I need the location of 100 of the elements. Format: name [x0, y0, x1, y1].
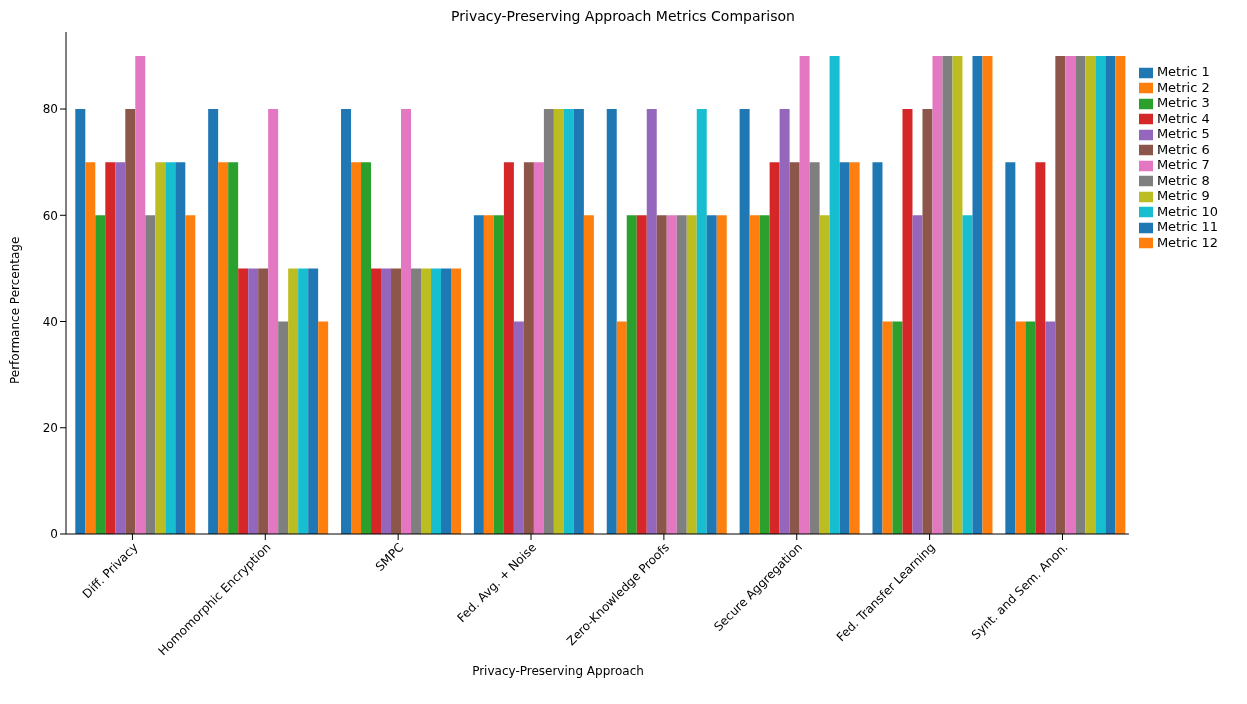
bar: [175, 162, 186, 534]
legend-label: Metric 3: [1156, 95, 1210, 110]
bar: [932, 55, 943, 534]
bar: [1095, 55, 1106, 534]
bar: [656, 215, 667, 534]
bar: [371, 268, 382, 534]
legend-label: Metric 10: [1156, 203, 1218, 219]
bar: [779, 109, 790, 534]
bar: [351, 162, 362, 534]
bar: [952, 55, 963, 534]
y-tick-label: 80: [42, 102, 58, 117]
bar: [95, 215, 106, 534]
legend-label: Metric 1: [1156, 64, 1210, 79]
bar: [1005, 162, 1016, 534]
bar: [912, 215, 923, 534]
bar: [523, 162, 534, 534]
bar: [1115, 55, 1126, 534]
legend-label: Metric 8: [1156, 172, 1210, 188]
bar: [1045, 321, 1056, 534]
bar: [115, 162, 126, 534]
bar: [503, 162, 514, 534]
bar: [1105, 55, 1116, 534]
bar: [105, 162, 116, 534]
bar: [676, 215, 687, 534]
bar: [809, 162, 820, 534]
bar: [1025, 321, 1036, 534]
y-axis-title: Performance Percentage: [8, 236, 22, 384]
bar: [543, 109, 554, 534]
bar: [533, 162, 544, 534]
bar: [421, 268, 432, 534]
bar: [85, 162, 96, 534]
bar: [145, 215, 156, 534]
bar: [636, 215, 647, 534]
bar: [583, 215, 594, 534]
legend-label: Metric 11: [1156, 219, 1218, 234]
bar: [298, 268, 309, 534]
y-tick-label: 0: [50, 527, 58, 542]
legend-label: Metric 12: [1156, 234, 1218, 250]
bar: [1055, 55, 1066, 534]
bar: [473, 215, 484, 534]
bar: [626, 215, 637, 534]
bar: [258, 268, 269, 534]
bar: [361, 162, 372, 534]
bar: [268, 109, 279, 534]
legend-label: Metric 6: [1156, 141, 1210, 157]
bar: [892, 321, 903, 534]
bar: [789, 162, 800, 534]
bar: [716, 215, 727, 534]
bar: [819, 215, 830, 534]
bar: [922, 109, 933, 534]
bar: [563, 109, 574, 534]
bar: [288, 268, 299, 534]
bar: [962, 215, 973, 534]
bar: [942, 55, 953, 534]
bar: [849, 162, 860, 534]
bar: [483, 215, 494, 534]
bar: [391, 268, 402, 534]
bar: [341, 109, 352, 534]
bar: [616, 321, 627, 534]
bar: [573, 109, 584, 534]
bar: [902, 109, 913, 534]
bar: [799, 55, 810, 534]
legend-label: Metric 5: [1156, 126, 1210, 141]
bar: [769, 162, 780, 534]
bar: [135, 55, 146, 534]
bar: [982, 55, 993, 534]
bar: [238, 268, 249, 534]
bar: [75, 109, 86, 534]
bar: [686, 215, 697, 534]
legend-label: Metric 2: [1156, 79, 1210, 95]
bar: [1085, 55, 1096, 534]
bar: [706, 215, 717, 534]
bar: [646, 109, 657, 534]
bar: [208, 109, 219, 534]
bar: [228, 162, 239, 534]
y-tick-label: 60: [42, 208, 58, 223]
bar: [696, 109, 707, 534]
legend-label: Metric 7: [1156, 157, 1210, 172]
bar: [872, 162, 883, 534]
bar: [431, 268, 442, 534]
bar: [1035, 162, 1046, 534]
bar: [759, 215, 770, 534]
bar: [248, 268, 259, 534]
bar: [839, 162, 850, 534]
legend-label: Metric 4: [1156, 110, 1210, 126]
bar: [318, 321, 329, 534]
bar: [882, 321, 893, 534]
bar: [401, 109, 412, 534]
bar: [411, 268, 422, 534]
bar: [155, 162, 166, 534]
bar: [1065, 55, 1076, 534]
bar: [441, 268, 452, 534]
bar: [493, 215, 504, 534]
bar: [513, 321, 524, 534]
y-tick-label: 40: [42, 314, 58, 329]
bar: [125, 109, 136, 534]
x-axis-title: Privacy-Preserving Approach: [471, 664, 645, 678]
bar: [553, 109, 564, 534]
chart-title: Privacy-Preserving Approach Metrics Comparison: [450, 8, 796, 24]
bar: [606, 109, 617, 534]
